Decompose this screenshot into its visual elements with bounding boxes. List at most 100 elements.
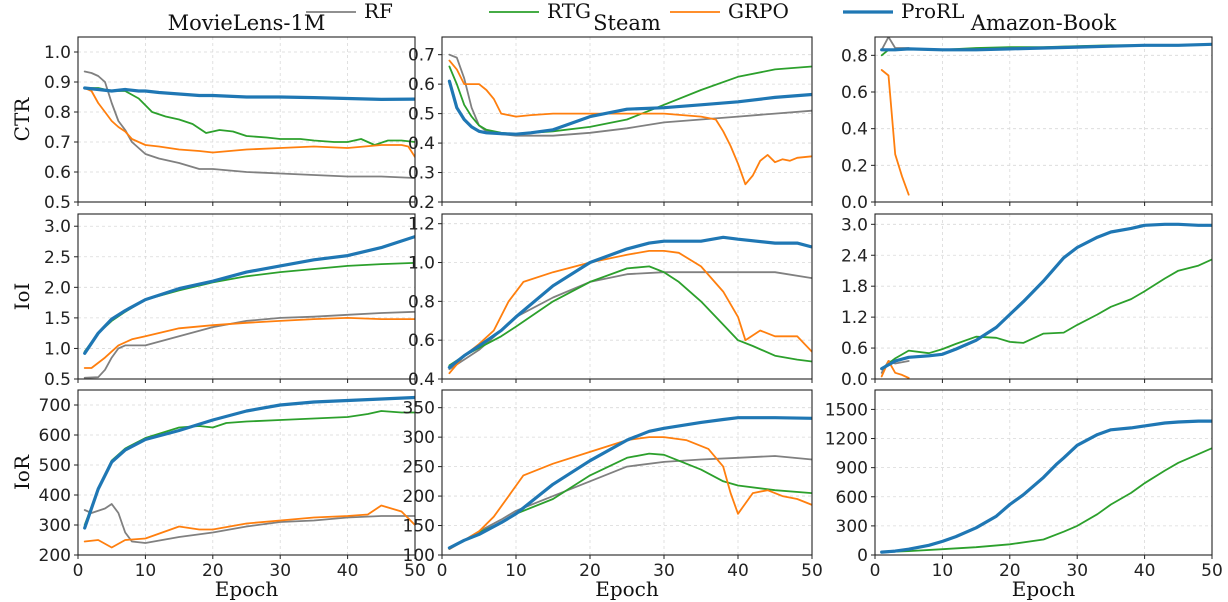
y-tick-label: 0.2 bbox=[408, 193, 435, 213]
panel-1-3: 0.0 0.2 0.4 0.6 0.8 Amazon-Book bbox=[841, 11, 1213, 213]
y-tick-label: 0.5 bbox=[408, 105, 435, 125]
series-group bbox=[447, 235, 812, 375]
y-tick-label: 900 bbox=[836, 459, 868, 479]
y-tick-label: 0.6 bbox=[408, 75, 435, 95]
x-axis-label: Epoch bbox=[1012, 577, 1076, 601]
panel-title: Steam bbox=[593, 11, 661, 35]
x-tick-label: 50 bbox=[801, 561, 823, 581]
x-tick-label: 20 bbox=[999, 561, 1021, 581]
series-line-grpo bbox=[83, 317, 415, 369]
series-line-prorl bbox=[880, 42, 1212, 52]
series-line-prorl bbox=[83, 395, 415, 530]
series-line-grpo bbox=[83, 87, 415, 158]
y-axis-label: CTR bbox=[10, 97, 34, 142]
panel-3-1: 200 300 400 500 600 700 0 10 20 30 40 50 Epoch IoR bbox=[10, 389, 426, 601]
y-tick-label: 600 bbox=[39, 426, 71, 446]
y-tick-label: 0.5 bbox=[44, 193, 71, 213]
series-line-rtg bbox=[83, 410, 415, 526]
x-tick-label: 40 bbox=[337, 561, 359, 581]
legend-entry-prorl: ProRL bbox=[843, 0, 964, 23]
series-line-rtg bbox=[448, 265, 812, 367]
panel-2-2: 0.4 0.6 0.8 1.0 1.2 bbox=[408, 213, 813, 390]
legend-entry-grpo: GRPO bbox=[670, 0, 789, 23]
series-line-rf bbox=[83, 503, 415, 544]
x-tick-label: 10 bbox=[932, 561, 954, 581]
y-tick-label: 0.4 bbox=[408, 134, 435, 154]
y-tick-label: 1.0 bbox=[44, 339, 71, 359]
y-tick-label: 0.4 bbox=[841, 120, 868, 140]
series-group bbox=[880, 222, 1212, 379]
y-tick-label: 300 bbox=[39, 516, 71, 536]
series-line-prorl bbox=[880, 419, 1212, 554]
series-group bbox=[83, 235, 415, 379]
y-tick-label: 0 bbox=[857, 546, 868, 566]
plot-frame bbox=[441, 213, 813, 380]
panel-1-2: 0.2 0.3 0.4 0.5 0.6 0.7 Steam bbox=[408, 11, 813, 213]
y-tick-label: 1.5 bbox=[44, 309, 71, 329]
legend-label: RTG bbox=[547, 0, 591, 23]
y-tick-label: 250 bbox=[403, 458, 435, 478]
y-tick-label: 2.0 bbox=[44, 278, 71, 298]
series-line-rtg bbox=[880, 258, 1212, 370]
y-tick-label: 0.5 bbox=[44, 370, 71, 390]
x-tick-label: 50 bbox=[1201, 561, 1223, 581]
y-axis-label: IoR bbox=[10, 454, 34, 490]
series-line-rf bbox=[448, 53, 812, 137]
series-line-prorl bbox=[447, 235, 812, 369]
y-tick-label: 400 bbox=[39, 486, 71, 506]
y-tick-label: 2.4 bbox=[841, 246, 868, 266]
y-tick-label: 700 bbox=[39, 396, 71, 416]
panel-title: MovieLens-1M bbox=[168, 11, 326, 35]
y-tick-label: 0.0 bbox=[841, 193, 868, 213]
series-group bbox=[447, 53, 812, 186]
x-tick-label: 0 bbox=[870, 561, 881, 581]
legend: RF RTG GRPO ProRL bbox=[306, 0, 964, 23]
series-line-prorl bbox=[447, 416, 812, 550]
plot-frame bbox=[874, 389, 1213, 556]
y-tick-label: 1.8 bbox=[841, 277, 868, 297]
y-tick-label: 100 bbox=[403, 546, 435, 566]
series-group bbox=[447, 416, 812, 550]
plot-frame bbox=[874, 213, 1213, 380]
plot-frame bbox=[77, 213, 416, 380]
series-group bbox=[880, 419, 1212, 554]
x-tick-label: 30 bbox=[653, 561, 675, 581]
y-tick-label: 0.6 bbox=[841, 339, 868, 359]
x-tick-label: 0 bbox=[73, 561, 84, 581]
series-line-grpo bbox=[83, 504, 415, 549]
y-tick-label: 0.0 bbox=[841, 370, 868, 390]
y-tick-label: 200 bbox=[39, 546, 71, 566]
series-line-grpo bbox=[448, 250, 812, 375]
panel-1-1: 0.5 0.6 0.7 0.8 0.9 1.0 MovieLens-1M CTR bbox=[10, 11, 416, 213]
plot-frame bbox=[77, 36, 416, 203]
y-tick-label: 200 bbox=[403, 487, 435, 507]
y-tick-label: 300 bbox=[403, 428, 435, 448]
y-tick-label: 0.9 bbox=[44, 73, 71, 93]
y-tick-label: 3.0 bbox=[44, 217, 71, 237]
x-tick-label: 40 bbox=[1134, 561, 1156, 581]
series-line-rtg bbox=[83, 87, 415, 146]
series-line-rf bbox=[448, 271, 812, 371]
plot-frame bbox=[441, 36, 813, 203]
y-tick-label: 1200 bbox=[825, 430, 868, 450]
x-tick-label: 30 bbox=[269, 561, 291, 581]
panel-2-1: 0.5 1.0 1.5 2.0 2.5 3.0 IoI bbox=[10, 213, 416, 390]
y-tick-label: 3.0 bbox=[841, 215, 868, 235]
series-line-prorl bbox=[880, 222, 1212, 371]
y-tick-label: 300 bbox=[836, 517, 868, 537]
panel-title: Amazon-Book bbox=[970, 11, 1117, 35]
series-line-grpo bbox=[448, 59, 812, 186]
x-tick-label: 20 bbox=[202, 561, 224, 581]
y-tick-label: 600 bbox=[836, 488, 868, 508]
y-tick-label: 0.4 bbox=[408, 370, 435, 390]
y-tick-label: 1.0 bbox=[44, 43, 71, 63]
series-group bbox=[83, 395, 415, 549]
series-line-prorl bbox=[83, 86, 415, 101]
y-tick-label: 0.8 bbox=[841, 46, 868, 66]
x-tick-label: 10 bbox=[505, 561, 527, 581]
x-tick-label: 20 bbox=[579, 561, 601, 581]
panel-3-3: 0 300 600 900 1200 1500 0 10 20 30 40 50 Epoch bbox=[825, 389, 1223, 601]
y-tick-label: 1500 bbox=[825, 400, 868, 420]
series-line-prorl bbox=[447, 79, 812, 136]
